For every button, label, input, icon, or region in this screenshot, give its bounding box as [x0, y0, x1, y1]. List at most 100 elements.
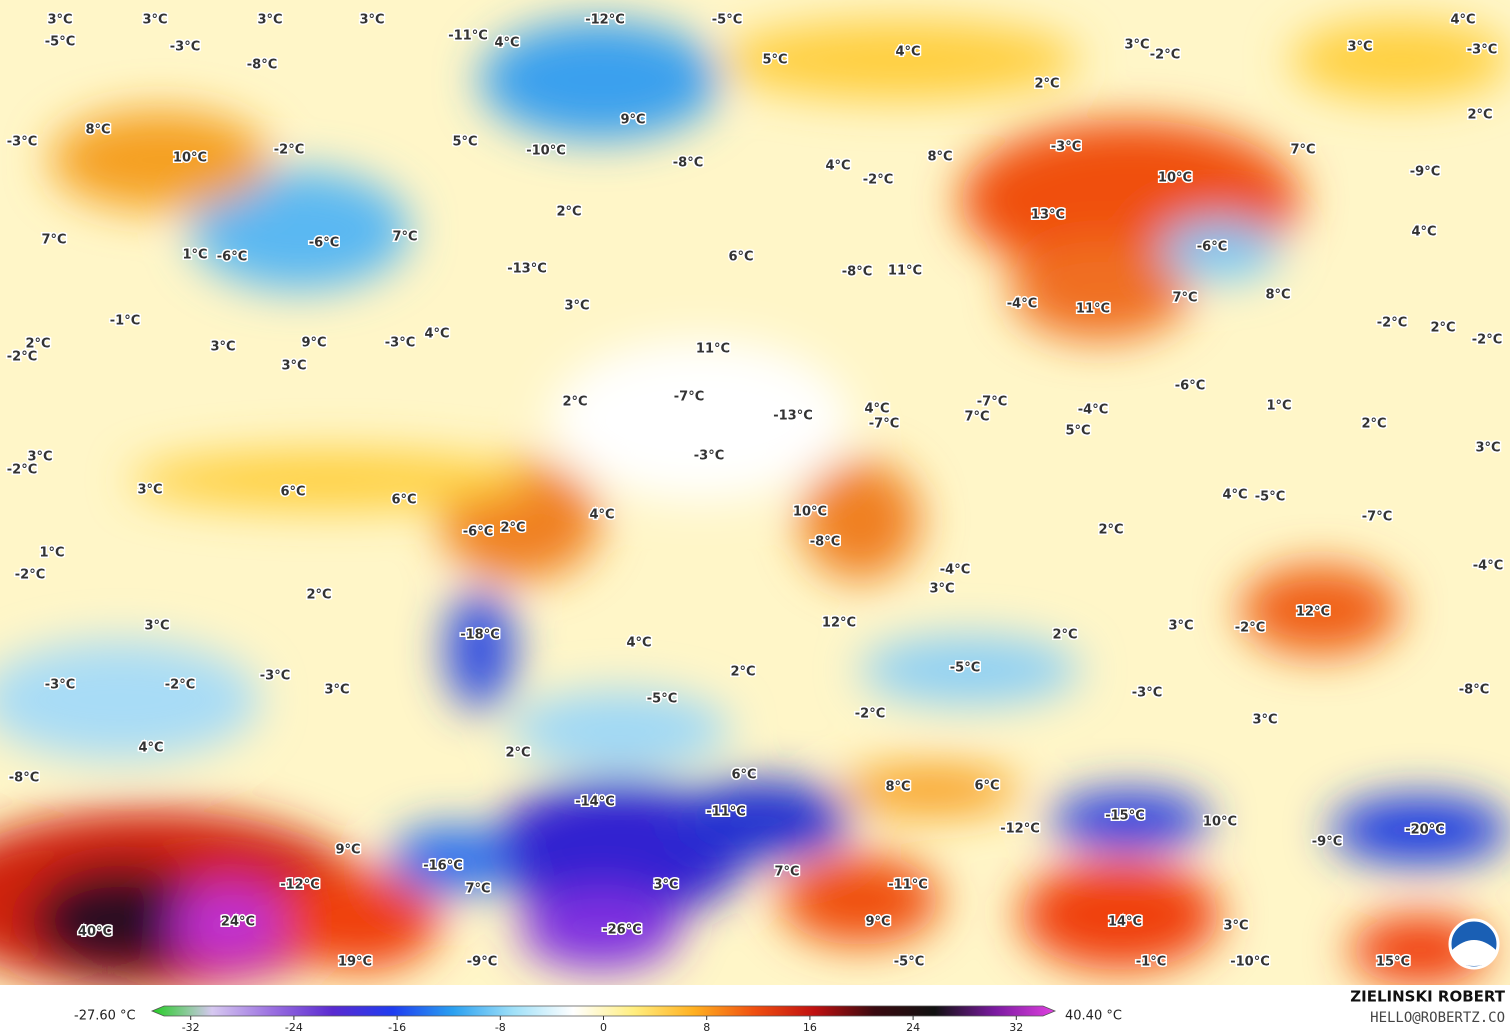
temperature-label: -8°C — [1459, 683, 1489, 698]
temperature-label: 5°C — [1065, 424, 1090, 439]
temperature-label: 7°C — [1290, 143, 1315, 158]
colorbar — [150, 1005, 1057, 1017]
colorbar-tick-label: 0 — [600, 1021, 607, 1034]
temperature-label: 6°C — [728, 250, 753, 265]
temperature-label: 7°C — [465, 882, 490, 897]
temperature-label: 4°C — [864, 402, 889, 417]
temperature-label: 10°C — [1203, 815, 1237, 830]
temperature-label: 7°C — [774, 865, 799, 880]
temperature-label: 2°C — [1467, 108, 1492, 123]
temperature-label: -2°C — [1377, 316, 1407, 331]
temperature-label: 12°C — [822, 616, 856, 631]
temperature-label: 5°C — [452, 135, 477, 150]
temperature-label: 2°C — [1430, 321, 1455, 336]
temperature-label: 19°C — [338, 955, 372, 970]
temperature-label: -26°C — [602, 923, 642, 938]
temperature-label: -9°C — [1312, 835, 1342, 850]
temperature-label: 2°C — [730, 665, 755, 680]
credit-contact: HELLO@ROBERTZ.CO — [1370, 1010, 1505, 1026]
temperature-label: 3°C — [142, 13, 167, 28]
temperature-label: 3°C — [137, 483, 162, 498]
temperature-label: 4°C — [424, 327, 449, 342]
temperature-label: -10°C — [526, 144, 566, 159]
temperature-label: -3°C — [385, 336, 415, 351]
temperature-label: 1°C — [182, 248, 207, 263]
temperature-label: 7°C — [41, 233, 66, 248]
temperature-label: -2°C — [274, 143, 304, 158]
temperature-label: 3°C — [1223, 919, 1248, 934]
temperature-label: -13°C — [773, 409, 813, 424]
temperature-label: 6°C — [731, 768, 756, 783]
temperature-label: 4°C — [589, 508, 614, 523]
temperature-label: -5°C — [950, 661, 980, 676]
temperature-label: 4°C — [825, 159, 850, 174]
temperature-label: -2°C — [1472, 333, 1502, 348]
temperature-label: -6°C — [217, 250, 247, 265]
temperature-label: 2°C — [1052, 628, 1077, 643]
temperature-label: -11°C — [448, 29, 488, 44]
temperature-label: 6°C — [280, 485, 305, 500]
temperature-label: -7°C — [1362, 510, 1392, 525]
temperature-label: -2°C — [7, 463, 37, 478]
temperature-label: 7°C — [1172, 291, 1197, 306]
temperature-label: 3°C — [653, 878, 678, 893]
temperature-label: 40°C — [78, 925, 112, 940]
temperature-label: -5°C — [712, 13, 742, 28]
temperature-label: 5°C — [762, 53, 787, 68]
noaa-logo — [1448, 918, 1500, 970]
temperature-label: 2°C — [500, 521, 525, 536]
temperature-label: 3°C — [1124, 38, 1149, 53]
colorbar-max: 40.40 °C — [1065, 1009, 1122, 1024]
colorbar-tick-label: 16 — [803, 1021, 817, 1034]
temperature-label: -5°C — [894, 955, 924, 970]
temperature-label: -11°C — [706, 805, 746, 820]
temperature-label: -14°C — [575, 795, 615, 810]
temperature-label: 2°C — [562, 395, 587, 410]
temperature-label: -2°C — [863, 173, 893, 188]
temperature-label: 4°C — [1450, 13, 1475, 28]
temperature-label: -4°C — [1078, 403, 1108, 418]
temperature-label: -5°C — [1255, 490, 1285, 505]
colorbar-min: -27.60 °C — [74, 1009, 136, 1024]
colorbar-tick-label: 32 — [1009, 1021, 1023, 1034]
temperature-label: -1°C — [1136, 955, 1166, 970]
temperature-label: -3°C — [1051, 140, 1081, 155]
temperature-label: -2°C — [855, 707, 885, 722]
temperature-label: 2°C — [306, 588, 331, 603]
temperature-label: -8°C — [842, 265, 872, 280]
temperature-label: -8°C — [247, 58, 277, 73]
temperature-label: 24°C — [221, 915, 255, 930]
temperature-label: 4°C — [626, 636, 651, 651]
map — [0, 0, 1510, 985]
temperature-label: 3°C — [47, 13, 72, 28]
temperature-label: -3°C — [1132, 686, 1162, 701]
temperature-label: 11°C — [888, 264, 922, 279]
temperature-label: 3°C — [1475, 441, 1500, 456]
temperature-label: 8°C — [927, 150, 952, 165]
temperature-label: -2°C — [165, 678, 195, 693]
temperature-label: 14°C — [1108, 915, 1142, 930]
temperature-label: 11°C — [1076, 302, 1110, 317]
temperature-label: -4°C — [1007, 297, 1037, 312]
temperature-label: -9°C — [1410, 165, 1440, 180]
temperature-label: 2°C — [1361, 417, 1386, 432]
temperature-label: 11°C — [696, 342, 730, 357]
temperature-label: 2°C — [505, 746, 530, 761]
temperature-label: -6°C — [1197, 240, 1227, 255]
temperature-label: 2°C — [25, 337, 50, 352]
temperature-label: 8°C — [1265, 288, 1290, 303]
temperature-label: -12°C — [280, 878, 320, 893]
temperature-label: 3°C — [929, 582, 954, 597]
temperature-label: -3°C — [1467, 43, 1497, 58]
temperature-label: 2°C — [1098, 523, 1123, 538]
temperature-label: 4°C — [1222, 488, 1247, 503]
temperature-label: -11°C — [888, 878, 928, 893]
temperature-label: 4°C — [1411, 225, 1436, 240]
temperature-label: 3°C — [324, 683, 349, 698]
temperature-label: 10°C — [1158, 171, 1192, 186]
temperature-label: -18°C — [460, 628, 500, 643]
temperature-label: 3°C — [210, 340, 235, 355]
temperature-label: 9°C — [865, 915, 890, 930]
temperature-label: 6°C — [974, 779, 999, 794]
